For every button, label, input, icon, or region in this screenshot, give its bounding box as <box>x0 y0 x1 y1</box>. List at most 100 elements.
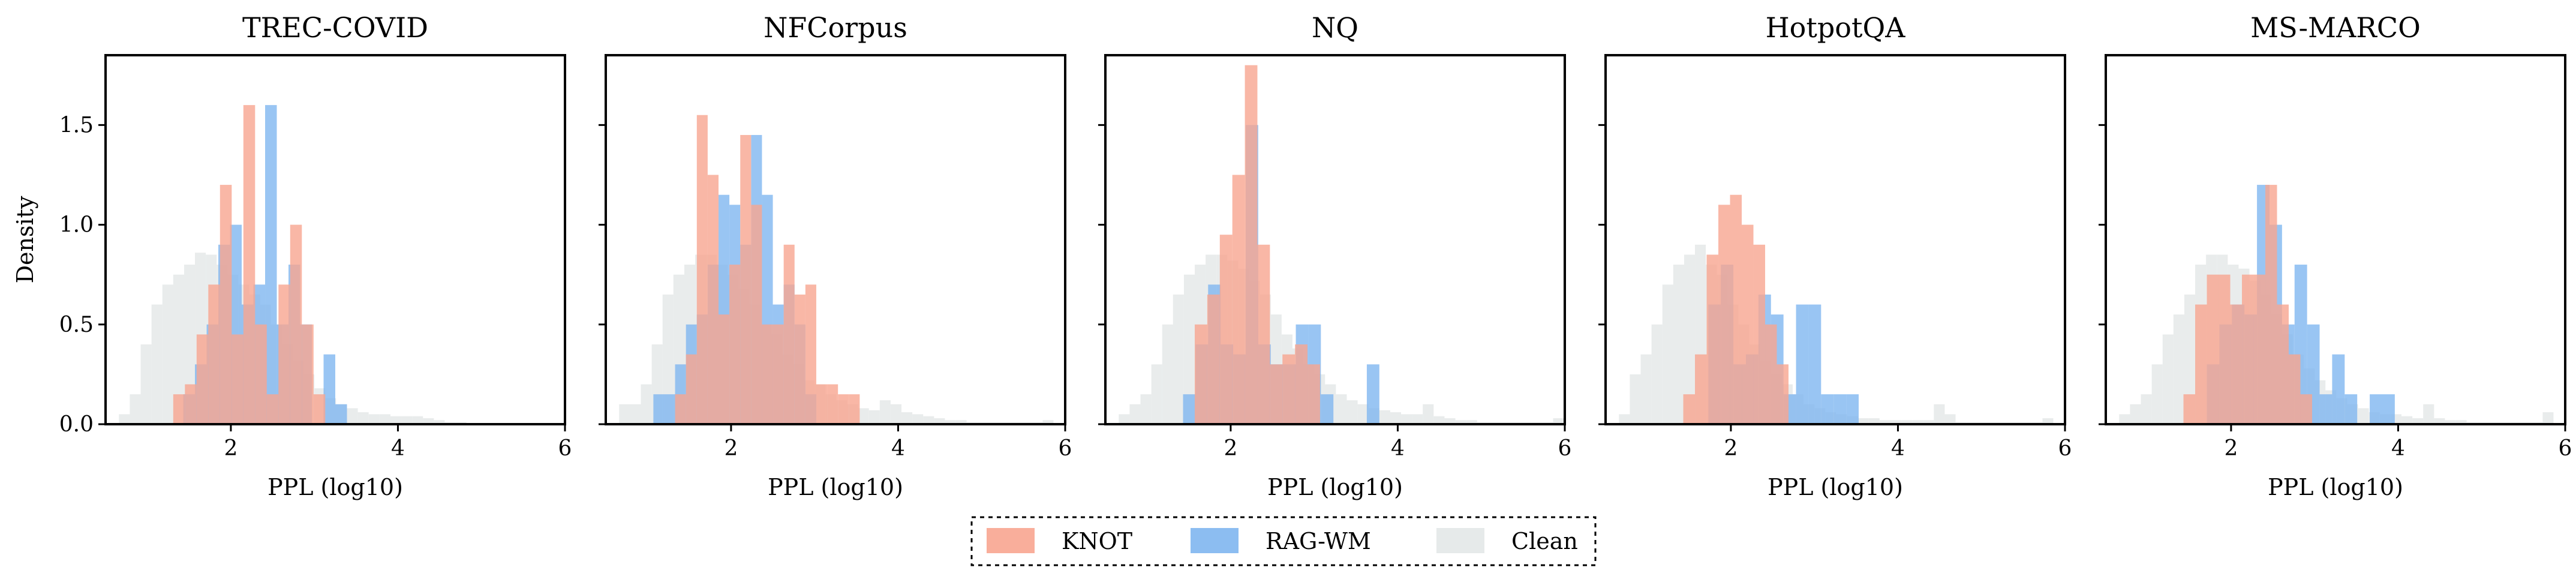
bar-ragwm-12 <box>1366 364 1379 424</box>
bar-knot-8 <box>1777 364 1789 424</box>
bar-ragwm-12 <box>335 404 347 424</box>
axes-frame <box>104 54 566 425</box>
x-tick-label: 4 <box>391 436 405 461</box>
bar-clean-26 <box>1901 420 1913 424</box>
bar-clean-5 <box>1673 265 1684 424</box>
x-tick-label: 2 <box>724 436 738 461</box>
bar-clean-2 <box>1640 354 1652 424</box>
bar-knot-0 <box>2183 394 2196 424</box>
bar-clean-28 <box>2423 404 2434 424</box>
bar-clean-24 <box>879 400 891 424</box>
bar-knot-2 <box>196 334 209 424</box>
bar-knot-1 <box>1695 354 1707 424</box>
bar-clean-24 <box>379 414 390 424</box>
bar-clean-27 <box>1912 420 1923 424</box>
bar-clean-1 <box>130 394 141 424</box>
bar-knot-4 <box>719 314 730 424</box>
bar-clean-0 <box>2119 414 2130 424</box>
bar-knot-11 <box>302 324 314 424</box>
legend-label-clean: Clean <box>1511 528 1578 554</box>
y-axis-label: Density <box>12 196 38 283</box>
bar-knot-7 <box>1282 354 1295 424</box>
bar-clean-4 <box>162 284 173 424</box>
bar-ragwm-0 <box>653 394 665 424</box>
bar-clean-27 <box>1412 414 1423 424</box>
bar-clean-6 <box>2184 294 2196 424</box>
bar-knot-1 <box>1207 294 1220 424</box>
legend-swatch-knot <box>987 528 1035 553</box>
bar-knot-16 <box>849 394 860 424</box>
bar-clean-0 <box>1119 414 1130 424</box>
bar-knot-1 <box>185 384 197 424</box>
bar-clean-2 <box>140 344 152 424</box>
bar-clean-30 <box>1444 418 1456 424</box>
axes-frame <box>1104 54 1566 425</box>
bar-clean-28 <box>1423 404 1434 424</box>
bar-clean-39 <box>2542 412 2554 424</box>
bar-clean-3 <box>1151 364 1162 424</box>
bar-clean-40 <box>1553 418 1564 424</box>
panel-title: MS-MARCO <box>2250 11 2421 44</box>
panel-4: MS-MARCO 2 4 6 PPL (log10) <box>2099 11 2572 500</box>
bar-clean-22 <box>1857 418 1869 424</box>
bar-clean-6 <box>1183 274 1195 424</box>
x-tick-label: 6 <box>2058 436 2072 461</box>
y-tick-label: 1.5 <box>59 113 94 137</box>
bar-clean-0 <box>619 404 630 424</box>
x-axis-label: PPL (log10) <box>267 474 403 500</box>
bar-clean-29 <box>1433 416 1445 424</box>
bar-clean-5 <box>2173 314 2184 424</box>
bar-knot-11 <box>794 294 805 424</box>
bar-knot-1 <box>686 354 697 424</box>
bar-knot-15 <box>838 394 849 424</box>
x-tick-label: 6 <box>1558 436 1572 461</box>
bar-knot-13 <box>816 384 828 424</box>
bar-ragwm-13 <box>2382 394 2395 424</box>
bar-clean-21 <box>1346 400 1358 424</box>
x-tick-label: 4 <box>891 436 905 461</box>
bar-clean-3 <box>151 304 163 424</box>
bar-ragwm-11 <box>1846 394 1859 424</box>
bar-knot-9 <box>278 284 290 424</box>
bar-clean-31 <box>1455 420 1466 424</box>
bar-knot-5 <box>2242 274 2254 424</box>
bar-clean-29 <box>1934 404 1945 424</box>
legend: KNOT RAG-WM Clean <box>970 516 1597 566</box>
legend-swatch-ragwm <box>1191 528 1239 553</box>
bar-clean-31 <box>955 420 967 424</box>
y-tick-label: 1.0 <box>59 213 94 238</box>
bar-clean-4 <box>662 294 674 424</box>
bar-knot-7 <box>255 324 267 424</box>
bar-ragwm-11 <box>2344 394 2358 424</box>
axes-frame <box>1604 54 2066 425</box>
bar-clean-3 <box>2151 364 2163 424</box>
bar-knot-2 <box>1706 254 1719 424</box>
bar-clean-25 <box>1390 412 1402 424</box>
bar-clean-39 <box>2042 418 2054 424</box>
bar-knot-6 <box>1753 244 1766 424</box>
panel-title: HotpotQA <box>1766 11 1906 44</box>
bar-knot-14 <box>827 384 838 424</box>
bar-knot-4 <box>2230 304 2243 424</box>
bar-clean-25 <box>1890 420 1902 424</box>
x-tick-label: 2 <box>1224 436 1237 461</box>
bar-knot-3 <box>1232 175 1245 424</box>
bar-ragwm-12 <box>2370 394 2382 424</box>
bar-ragwm-8 <box>1808 304 1821 424</box>
bar-clean-23 <box>868 410 880 424</box>
bar-knot-6 <box>1270 364 1283 424</box>
bar-clean-26 <box>1401 414 1412 424</box>
bar-clean-3 <box>1651 324 1663 424</box>
axes-frame <box>2105 54 2566 425</box>
bar-ragwm-7 <box>1796 304 1809 424</box>
bar-knot-2 <box>2207 274 2219 424</box>
bar-clean-22 <box>1357 404 1369 424</box>
bar-knot-3 <box>208 284 220 424</box>
bar-clean-27 <box>412 416 423 424</box>
bar-clean-28 <box>1923 420 1934 424</box>
bar-knot-5 <box>729 265 741 424</box>
bar-knot-5 <box>232 334 244 424</box>
bar-knot-6 <box>2253 274 2266 424</box>
bar-knot-6 <box>740 134 752 425</box>
bar-knot-12 <box>313 394 326 424</box>
